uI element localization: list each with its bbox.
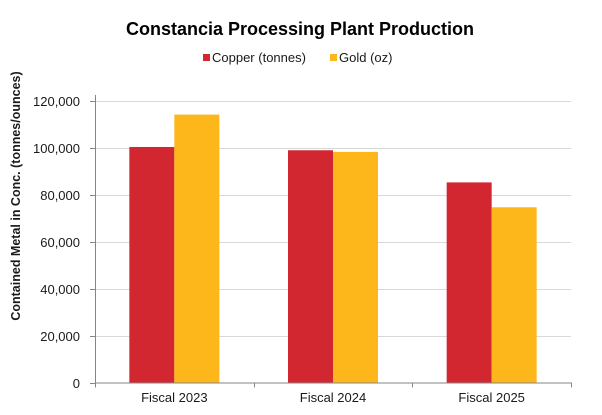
y-tick-label: 40,000 xyxy=(40,282,80,297)
bars xyxy=(129,114,537,383)
legend-label-gold: Gold (oz) xyxy=(339,50,392,65)
y-tick-label: 80,000 xyxy=(40,188,80,203)
y-tick-label: 0 xyxy=(73,376,80,391)
y-tick-label: 60,000 xyxy=(40,235,80,250)
legend-swatch-gold xyxy=(330,54,337,61)
x-axis: Fiscal 2023 Fiscal 2024 Fiscal 2025 xyxy=(95,95,572,405)
y-tick-label: 120,000 xyxy=(33,94,80,109)
bar-gold-fiscal-2025 xyxy=(491,207,537,383)
x-tick-label: Fiscal 2023 xyxy=(141,390,207,405)
y-axis-title: Contained Metal in Conc. (tonnes/ounces) xyxy=(9,71,23,320)
y-axis-ticks: 0 20,000 40,000 60,000 80,000 100,000 120,000 xyxy=(33,94,95,391)
bar-gold-fiscal-2024 xyxy=(333,151,378,383)
y-tick-label: 20,000 xyxy=(40,329,80,344)
bar-copper-fiscal-2025 xyxy=(446,182,492,383)
chart-title: Constancia Processing Plant Production xyxy=(126,19,474,39)
legend-swatch-copper xyxy=(203,54,210,61)
y-tick-label: 100,000 xyxy=(33,141,80,156)
bar-gold-fiscal-2023 xyxy=(174,114,220,383)
bar-copper-fiscal-2023 xyxy=(129,146,175,383)
legend: Copper (tonnes) Gold (oz) xyxy=(203,50,392,65)
x-tick-label: Fiscal 2025 xyxy=(458,390,524,405)
x-tick-label: Fiscal 2024 xyxy=(300,390,366,405)
bar-copper-fiscal-2024 xyxy=(288,150,333,383)
legend-label-copper: Copper (tonnes) xyxy=(212,50,306,65)
